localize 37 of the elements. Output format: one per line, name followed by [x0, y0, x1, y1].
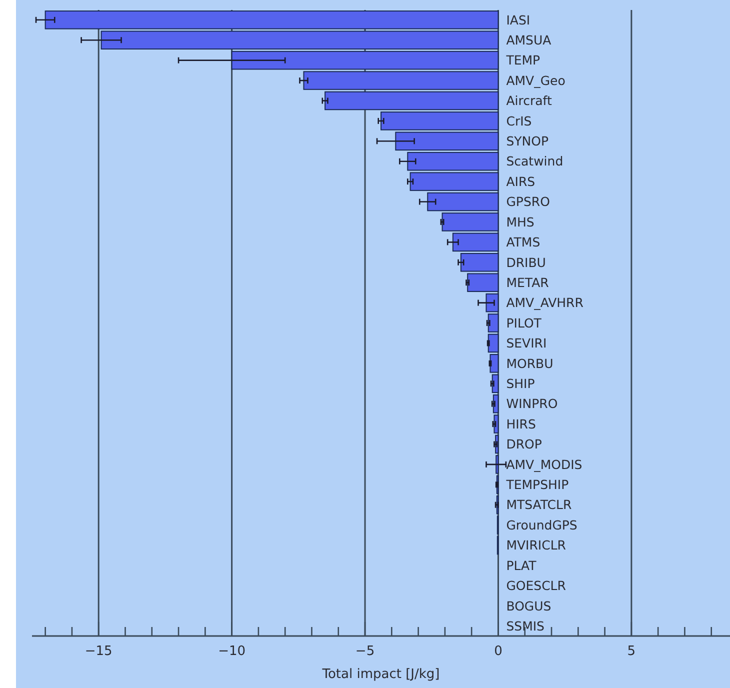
y-tick-label: MTSATCLR: [506, 497, 572, 512]
y-tick-label: PLAT: [506, 558, 537, 573]
y-tick-label: IASI: [506, 12, 530, 28]
y-tick-label: GOESCLR: [506, 578, 566, 594]
y-tick-label: SEVIRI: [506, 336, 547, 351]
y-tick-label: DROP: [506, 436, 542, 452]
y-tick-label: AMV_MODIS: [506, 456, 582, 472]
y-tick-label: TEMP: [505, 52, 541, 68]
y-tick-label: HIRS: [506, 416, 536, 432]
y-tick-label: SSMIS: [506, 618, 545, 634]
y-tick-label: GroundGPS: [506, 517, 578, 532]
y-tick-label: MORBU: [506, 356, 554, 371]
y-tick-label: AMSUA: [506, 32, 552, 48]
y-tick-label: BOGUS: [506, 598, 552, 614]
y-tick-label: MVIRICLR: [506, 538, 566, 553]
y-tick-label: ATMS: [506, 234, 540, 250]
y-tick-label: WINPRO: [506, 396, 558, 412]
y-tick-label: AIRS: [506, 174, 536, 189]
y-tick-label: TEMPSHIP: [505, 477, 570, 492]
y-tick-label: MHS: [506, 214, 534, 230]
y-tick-label: SHIP: [506, 376, 536, 391]
y-tick-label: Aircraft: [506, 93, 552, 108]
x-tick-label: −15: [84, 644, 112, 659]
y-tick-label: DRIBU: [506, 254, 546, 270]
x-tick-label: 0: [494, 644, 502, 659]
x-tick-label: 5: [627, 644, 636, 659]
y-tick-label: CrIS: [506, 113, 532, 128]
y-tick-label: METAR: [506, 274, 550, 290]
x-tick-label: −10: [218, 644, 246, 659]
x-tick-label: −5: [355, 644, 375, 659]
y-tick-label: GPSRO: [506, 194, 550, 210]
y-tick-label: SYNOP: [506, 134, 549, 149]
y-tick-label: Scatwind: [506, 154, 564, 169]
y-tick-label: AMV_AVHRR: [506, 295, 584, 310]
y-tick-label: AMV_Geo: [506, 72, 566, 88]
x-axis-title: Total impact [J/kg]: [321, 667, 440, 682]
y-tick-label: PILOT: [506, 315, 542, 330]
